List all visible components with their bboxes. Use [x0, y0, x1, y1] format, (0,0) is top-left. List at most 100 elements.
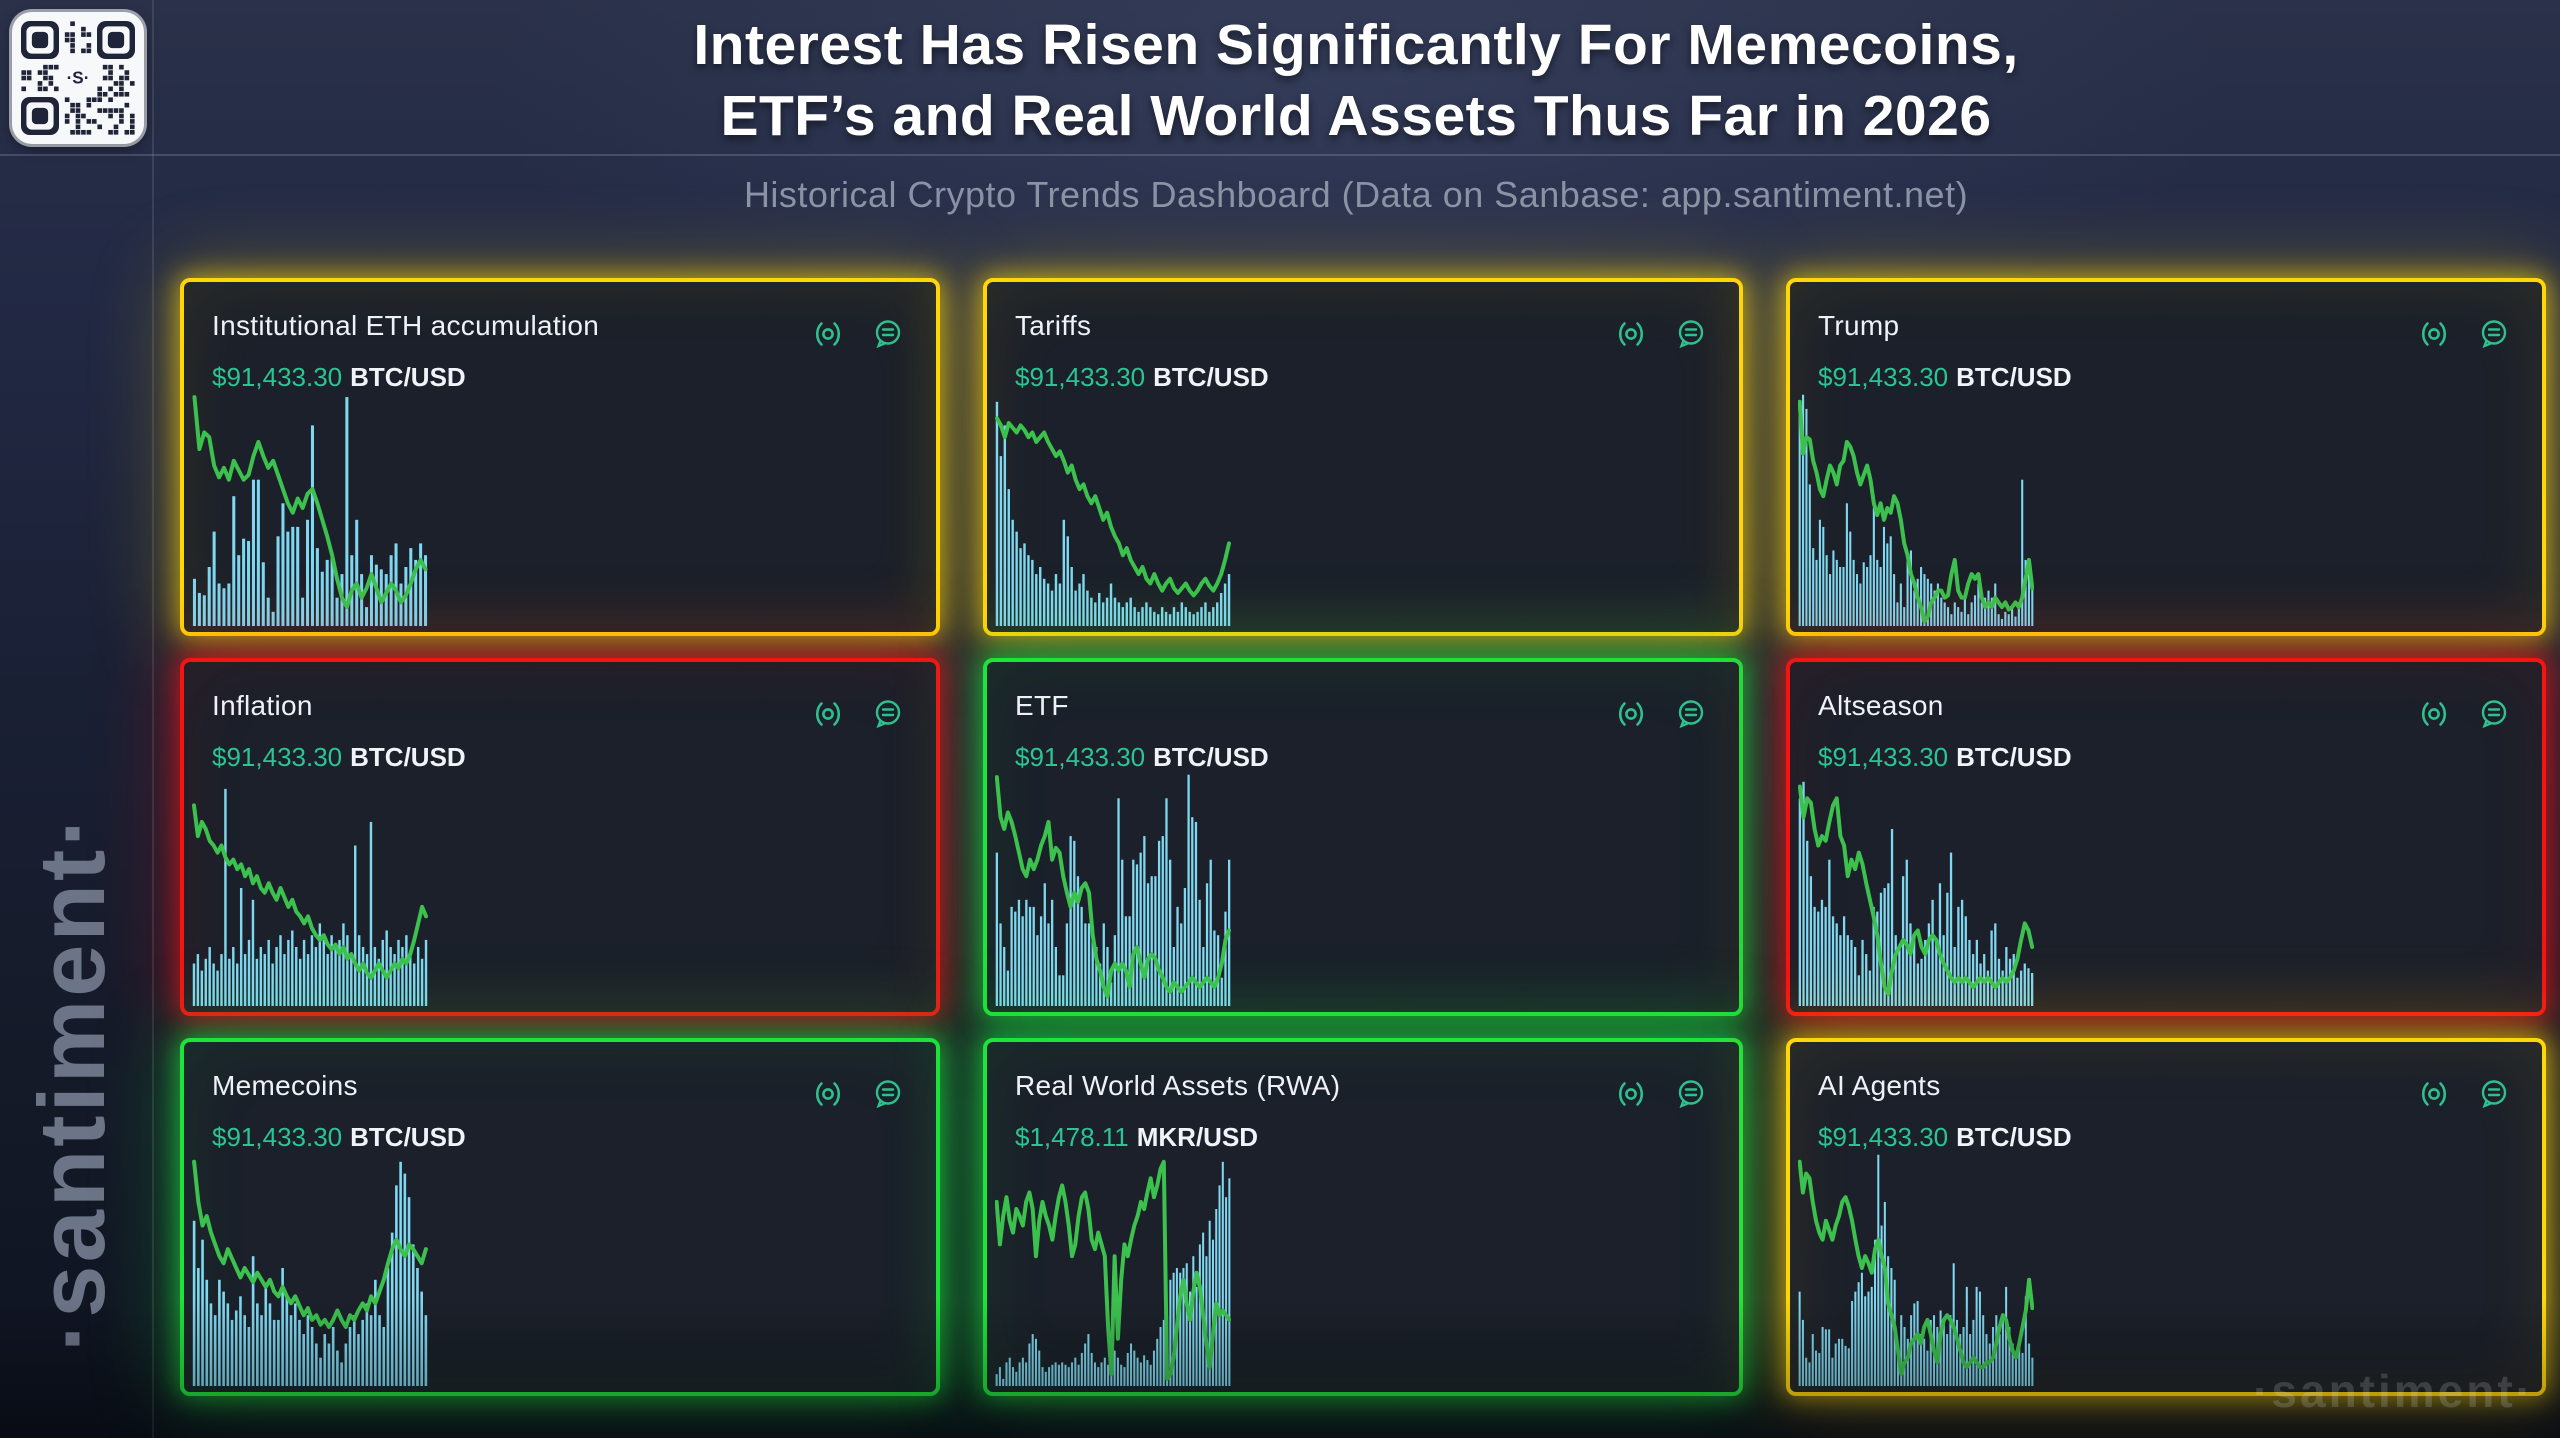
panel-header: Trump $91,433.30 BTC/USD	[1790, 282, 2542, 393]
panel-price: $1,478.11	[1015, 1122, 1129, 1152]
panel-header-left: Altseason $91,433.30 BTC/USD	[1818, 690, 2072, 773]
panel-actions	[2416, 1076, 2512, 1112]
panel-header: Institutional ETH accumulation $91,433.3…	[184, 282, 936, 393]
panel-header: ETF $91,433.30 BTC/USD	[987, 662, 1739, 773]
panel-actions	[810, 1076, 906, 1112]
panel-pair: BTC/USD	[350, 1122, 466, 1152]
signal-icon[interactable]	[2416, 696, 2452, 732]
panel-header-left: ETF $91,433.30 BTC/USD	[1015, 690, 1269, 773]
panel-price: $91,433.30	[1015, 362, 1146, 392]
trend-panel-altseason: Altseason $91,433.30 BTC/USD	[1786, 658, 2546, 1016]
panel-header: Altseason $91,433.30 BTC/USD	[1790, 662, 2542, 773]
trend-chart	[192, 1150, 428, 1386]
panel-pair: BTC/USD	[1153, 742, 1269, 772]
comment-icon[interactable]	[1673, 1076, 1709, 1112]
panel-title: AI Agents	[1818, 1070, 1941, 1101]
trend-panel-real-world-assets: Real World Assets (RWA) $1,478.11 MKR/USD	[983, 1038, 1743, 1396]
signal-icon[interactable]	[1613, 316, 1649, 352]
page-title-line2: ETF’s and Real World Assets Thus Far in …	[720, 84, 1992, 148]
signal-icon[interactable]	[2416, 316, 2452, 352]
panel-actions	[1613, 316, 1709, 352]
page-header: Interest Has Risen Significantly For Mem…	[152, 0, 2560, 216]
panel-title: Memecoins	[212, 1070, 358, 1101]
panel-header: Inflation $91,433.30 BTC/USD	[184, 662, 936, 773]
panel-header-left: Trump $91,433.30 BTC/USD	[1818, 310, 2072, 393]
comment-icon[interactable]	[1673, 696, 1709, 732]
panel-pair: BTC/USD	[1956, 1122, 2072, 1152]
panel-pair: MKR/USD	[1136, 1122, 1259, 1152]
panel-header: Memecoins $91,433.30 BTC/USD	[184, 1042, 936, 1153]
panels-grid: Institutional ETH accumulation $91,433.3…	[180, 278, 2546, 1396]
panel-header: Real World Assets (RWA) $1,478.11 MKR/USD	[987, 1042, 1739, 1153]
trend-chart	[995, 770, 1231, 1006]
signal-icon[interactable]	[2416, 1076, 2452, 1112]
trend-panel-etf: ETF $91,433.30 BTC/USD	[983, 658, 1743, 1016]
sidebar-brand: ·santiment·	[19, 812, 124, 1352]
panel-pair: BTC/USD	[350, 362, 466, 392]
trend-panel-institutional-eth-accumulation: Institutional ETH accumulation $91,433.3…	[180, 278, 940, 636]
trend-panel-trump: Trump $91,433.30 BTC/USD	[1786, 278, 2546, 636]
page-title: Interest Has Risen Significantly For Mem…	[152, 0, 2560, 152]
panel-price: $91,433.30	[1818, 1122, 1949, 1152]
panel-price-row: $1,478.11 MKR/USD	[1015, 1122, 1340, 1153]
panel-actions	[2416, 696, 2512, 732]
comment-icon[interactable]	[2476, 1076, 2512, 1112]
panel-price: $91,433.30	[1818, 742, 1949, 772]
panel-header-left: Real World Assets (RWA) $1,478.11 MKR/USD	[1015, 1070, 1340, 1153]
panel-pair: BTC/USD	[350, 742, 466, 772]
panel-header-left: Institutional ETH accumulation $91,433.3…	[212, 310, 599, 393]
panel-price-row: $91,433.30 BTC/USD	[212, 1122, 466, 1153]
panel-price: $91,433.30	[212, 1122, 343, 1152]
panel-header: Tariffs $91,433.30 BTC/USD	[987, 282, 1739, 393]
panel-price-row: $91,433.30 BTC/USD	[1818, 1122, 2072, 1153]
comment-icon[interactable]	[870, 1076, 906, 1112]
comment-icon[interactable]	[2476, 696, 2512, 732]
panel-price-row: $91,433.30 BTC/USD	[1818, 362, 2072, 393]
trend-chart	[1798, 394, 2034, 626]
panel-price: $91,433.30	[1015, 742, 1146, 772]
panel-price: $91,433.30	[212, 362, 343, 392]
signal-icon[interactable]	[810, 1076, 846, 1112]
trend-chart	[1798, 1154, 2034, 1386]
watermark: ·santiment·	[2253, 1365, 2534, 1417]
trend-panel-inflation: Inflation $91,433.30 BTC/USD	[180, 658, 940, 1016]
panel-price-row: $91,433.30 BTC/USD	[1015, 742, 1269, 773]
qr-code-image: ·S·	[21, 21, 135, 135]
qr-code: ·S·	[12, 12, 144, 144]
panel-actions	[1613, 1076, 1709, 1112]
panel-price: $91,433.30	[212, 742, 343, 772]
trend-chart	[192, 788, 428, 1006]
panel-price-row: $91,433.30 BTC/USD	[212, 742, 466, 773]
panel-pair: BTC/USD	[1956, 362, 2072, 392]
trend-chart	[1798, 781, 2034, 1006]
panel-header-left: Tariffs $91,433.30 BTC/USD	[1015, 310, 1269, 393]
comment-icon[interactable]	[2476, 316, 2512, 352]
panel-title: ETF	[1015, 690, 1069, 721]
signal-icon[interactable]	[810, 316, 846, 352]
header-divider	[0, 154, 2560, 156]
trend-chart	[995, 1150, 1231, 1386]
panel-header-left: Memecoins $91,433.30 BTC/USD	[212, 1070, 466, 1153]
panel-header-left: Inflation $91,433.30 BTC/USD	[212, 690, 466, 773]
signal-icon[interactable]	[810, 696, 846, 732]
page-subtitle: Historical Crypto Trends Dashboard (Data…	[743, 174, 1969, 215]
signal-icon[interactable]	[1613, 696, 1649, 732]
panel-price-row: $91,433.30 BTC/USD	[1015, 362, 1269, 393]
comment-icon[interactable]	[1673, 316, 1709, 352]
panel-price-row: $91,433.30 BTC/USD	[212, 362, 599, 393]
trend-chart	[995, 401, 1231, 626]
trend-panel-memecoins: Memecoins $91,433.30 BTC/USD	[180, 1038, 940, 1396]
signal-icon[interactable]	[1613, 1076, 1649, 1112]
panel-pair: BTC/USD	[1153, 362, 1269, 392]
panel-title: Altseason	[1818, 690, 1944, 721]
panel-header: AI Agents $91,433.30 BTC/USD	[1790, 1042, 2542, 1153]
comment-icon[interactable]	[870, 316, 906, 352]
trend-panel-ai-agents: AI Agents $91,433.30 BTC/USD	[1786, 1038, 2546, 1396]
panel-title: Inflation	[212, 690, 313, 721]
panel-title: Real World Assets (RWA)	[1015, 1070, 1341, 1101]
comment-icon[interactable]	[870, 696, 906, 732]
page-title-line1: Interest Has Risen Significantly For Mem…	[693, 13, 2019, 77]
trend-panel-tariffs: Tariffs $91,433.30 BTC/USD	[983, 278, 1743, 636]
panel-actions	[810, 696, 906, 732]
